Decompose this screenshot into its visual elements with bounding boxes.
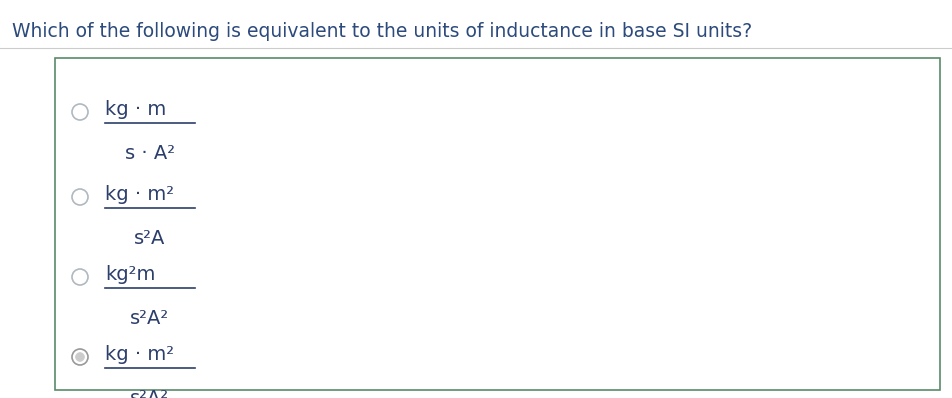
Text: kg · m²: kg · m²	[105, 185, 174, 204]
Text: kg · m: kg · m	[105, 100, 166, 119]
Circle shape	[75, 353, 85, 361]
Text: s²A: s²A	[134, 229, 166, 248]
Text: Which of the following is equivalent to the units of inductance in base SI units: Which of the following is equivalent to …	[12, 22, 751, 41]
Text: kg · m²: kg · m²	[105, 345, 174, 364]
Text: kg²m: kg²m	[105, 265, 155, 284]
Text: s²A²: s²A²	[130, 389, 169, 398]
Text: s²A²: s²A²	[130, 309, 169, 328]
Bar	[55, 58, 939, 390]
Text: s · A²: s · A²	[125, 144, 175, 163]
